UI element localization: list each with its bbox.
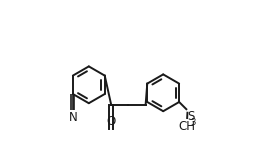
Text: 3: 3	[190, 118, 196, 127]
Text: O: O	[106, 115, 116, 128]
Text: S: S	[187, 110, 195, 123]
Text: N: N	[69, 111, 77, 124]
Text: CH: CH	[179, 120, 196, 133]
